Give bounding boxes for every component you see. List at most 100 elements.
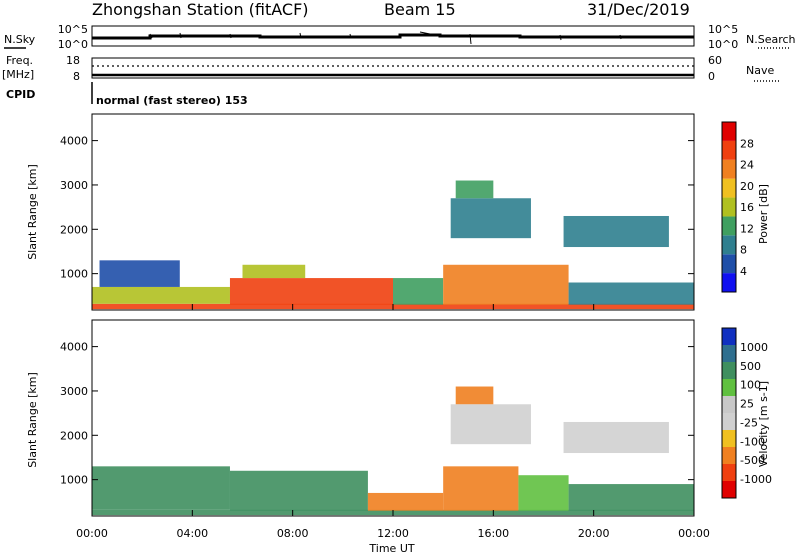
nsearch-label: N.Search [746,33,796,46]
nave-label: Nave [746,64,774,77]
y-tick-label: 3000 [60,385,88,398]
colorbar-frame [721,327,737,499]
colorbar-tick-label: 28 [740,137,754,150]
x-tick-label: 20:00 [578,527,610,540]
y-tick-label: 1000 [60,268,88,281]
colorbar-segment [722,140,736,160]
heatmap-cell [92,466,230,510]
nsky-label: N.Sky [4,33,36,46]
velocity-colorbar: 1000 500 100 25 -25 -100 -500 -1000 [721,327,772,499]
power-heatmap [92,180,694,310]
heatmap-cell [568,484,694,511]
heatmap-cell [450,404,531,445]
colorbar-segment [722,447,736,464]
colorbar-tick-label: 4 [740,265,747,278]
colorbar-segment [722,481,736,498]
heatmap-cell [455,180,494,199]
colorbar-segment [722,197,736,217]
cpid-label: CPID [6,88,35,101]
x-tick-label: 00:00 [678,527,710,540]
cpid-row: CPID normal (fast stereo) 153 [6,82,248,107]
velocity-panel: 4000 3000 2000 1000 Slant Range [km] 1000 50… [26,304,772,554]
x-tick-label: 08:00 [277,527,309,540]
heatmap-cell [443,264,569,305]
colorbar-segment [722,430,736,447]
colorbar-segment [722,379,736,396]
colorbar-segment [722,362,736,379]
colorbar-tick-label: 12 [740,222,754,235]
velocity-colorbar-label: Velocity [m s-1] [757,381,770,467]
cpid-value: normal (fast stereo) 153 [96,94,248,107]
heatmap-cell [563,421,669,454]
power-panel: 4000 3000 2000 1000 Slant Range [km] 28 24 20… [26,113,770,311]
power-ylabel: Slant Range [km] [26,164,39,260]
y-tick-label: 4000 [60,341,88,354]
colorbar-segment [722,396,736,413]
nsearch-tick-bottom: 10^0 [708,38,738,51]
nave-tick-top: 60 [708,54,722,67]
colorbar-tick-label: 20 [740,180,754,193]
power-y-ticks: 4000 3000 2000 1000 [60,135,694,281]
colorbar-segment [722,122,736,141]
x-tick-label: 00:00 [76,527,108,540]
freq-panel: Freq. [MHz] 18 8 60 0 Nave [2,54,780,83]
colorbar-tick-label: 24 [740,159,754,172]
heatmap-cell [455,386,494,405]
power-colorbar-label: Power [dB] [757,184,770,244]
y-tick-label: 2000 [60,223,88,236]
colorbar-segment [722,413,736,430]
y-tick-label: 3000 [60,179,88,192]
heatmap-cell [563,215,669,248]
colorbar-tick-label: 500 [740,360,761,373]
heatmap-cell [229,278,393,305]
freq-label-line1: Freq. [6,54,33,67]
freq-tick-bottom: 8 [73,70,80,83]
y-tick-label: 2000 [60,429,88,442]
colorbar-tick-label: -100 [740,435,765,448]
colorbar-segment [722,159,736,179]
x-tick-label: 12:00 [377,527,409,540]
colorbar-tick-label: 25 [740,398,754,411]
x-tick-label: 16:00 [477,527,509,540]
time-xlabel: Time UT [368,542,414,554]
colorbar-segment [722,273,736,292]
station-title: Zhongshan Station (fitACF) [92,0,309,19]
nave-tick-bottom: 0 [708,70,715,83]
colorbar-tick-label: -1000 [740,473,772,486]
x-tick-label: 04:00 [176,527,208,540]
colorbar-segment [722,328,736,345]
date-title: 31/Dec/2019 [587,0,690,19]
colorbar-tick-label: -25 [740,416,758,429]
nsky-tick-top: 10^5 [58,23,88,36]
heatmap-cell [568,282,694,305]
colorbar-tick-label: 8 [740,244,747,257]
heatmap-cell [229,470,368,511]
velocity-y-ticks: 4000 3000 2000 1000 [60,341,694,487]
colorbar-segment [722,254,736,274]
freq-tick-top: 18 [66,54,80,67]
colorbar-segment [722,235,736,255]
nsky-panel: N.Sky 10^5 10^0 10^5 10^0 N.Search [4,23,796,51]
beam-title: Beam 15 [384,0,456,19]
heatmap-cell [450,198,531,239]
colorbar-tick-label: 100 [740,379,761,392]
freq-label-line2: [MHz] [2,68,34,81]
y-tick-label: 1000 [60,474,88,487]
heatmap-cell [367,492,444,511]
colorbar-segment [722,345,736,362]
heatmap-cell [99,260,180,287]
velocity-heatmap [92,386,694,516]
heatmap-cell [92,286,230,304]
heatmap-cell [443,466,519,511]
y-tick-label: 4000 [60,135,88,148]
heatmap-cell [242,264,306,279]
colorbar-tick-label: 1000 [740,341,768,354]
colorbar-segment [722,464,736,481]
nsearch-tick-top: 10^5 [708,23,738,36]
heatmap-cell [393,278,444,305]
colorbar-segment [722,178,736,198]
colorbar-tick-label: -500 [740,454,765,467]
time-x-ticks: 00:00 04:00 08:00 12:00 16:00 20:00 00:00 [76,304,710,540]
power-colorbar: 28 24 20 16 12 8 4 [721,121,754,293]
